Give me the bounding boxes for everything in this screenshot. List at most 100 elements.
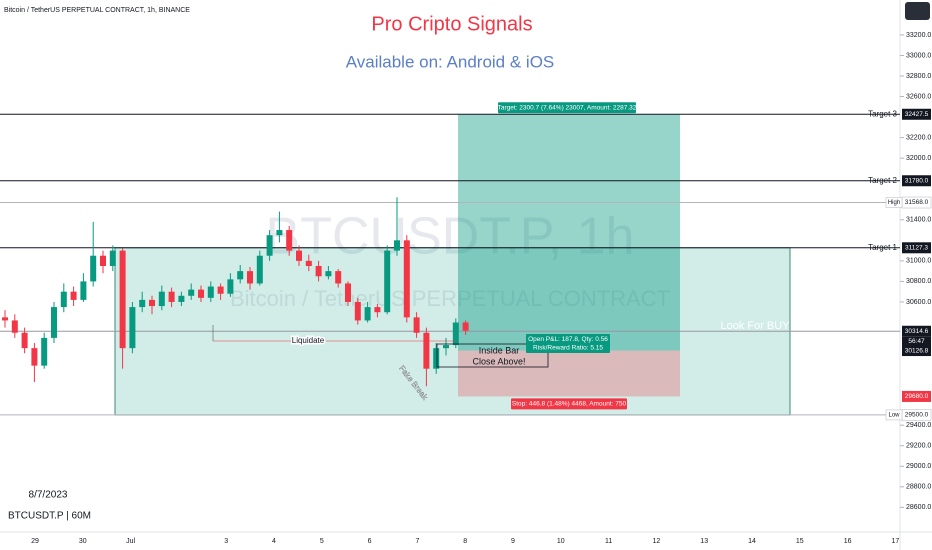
- candle-body: [286, 230, 293, 251]
- level-name-bg: [885, 197, 903, 208]
- pnl-label: Open P&L: 187.8, Qty: 0.56: [528, 336, 608, 343]
- y-tick-label: 28800.0: [906, 484, 931, 491]
- y-tick-label: 29400.0: [906, 422, 931, 429]
- candle-body: [354, 301, 361, 321]
- candle-body: [374, 307, 381, 313]
- candle-body: [2, 317, 8, 321]
- x-tick-label: 13: [700, 538, 708, 545]
- candle-body: [296, 250, 302, 261]
- candle-body: [149, 299, 155, 307]
- candle-body: [139, 299, 146, 308]
- y-tick-label: 31000.0: [906, 258, 931, 265]
- x-tick-label: 9: [511, 538, 515, 545]
- candle-body: [237, 271, 244, 280]
- x-tick-label: 4: [272, 538, 276, 545]
- price-label: 31568.0: [905, 199, 929, 206]
- candle-body: [11, 320, 18, 333]
- x-tick-label: Jul: [126, 538, 135, 545]
- candle-body: [443, 345, 449, 349]
- candle-body: [315, 266, 322, 277]
- candle-body: [247, 271, 253, 284]
- price-label: 31127.3: [905, 245, 928, 252]
- candle-body: [109, 250, 116, 266]
- candle-body: [158, 291, 165, 307]
- candle-body: [413, 317, 420, 333]
- target-label: Target: 2300.7 (7.64%) 23007, Amount: 22…: [498, 104, 637, 111]
- x-tick-label: 3: [224, 538, 228, 545]
- y-tick-label: 30600.0: [906, 299, 931, 306]
- candle-body: [198, 289, 204, 298]
- x-tick-label: 12: [653, 538, 661, 545]
- y-tick-label: 32600.0: [906, 93, 931, 100]
- y-tick-label: 28600.0: [906, 504, 931, 511]
- y-tick-label: 29200.0: [906, 443, 931, 450]
- x-tick-label: 6: [368, 538, 372, 545]
- candle-body: [345, 283, 351, 302]
- candle-body: [51, 307, 57, 338]
- level-name: Target 2: [868, 176, 897, 185]
- y-tick-label: 32200.0: [906, 134, 931, 141]
- y-tick-label: 30800.0: [906, 278, 931, 285]
- candle-body: [90, 255, 97, 282]
- x-tick-label: 11: [605, 538, 612, 545]
- level-name-bg: [885, 409, 903, 421]
- footer-date: 8/7/2023: [29, 490, 68, 501]
- candle-body: [325, 271, 332, 277]
- candle-body: [256, 255, 263, 284]
- candle-body: [452, 322, 459, 346]
- watermark: BTCUSDT.P, 1h: [266, 208, 635, 266]
- x-tick-label: 15: [796, 538, 804, 545]
- x-tick-label: 16: [844, 538, 852, 545]
- x-tick-label: 8: [463, 538, 467, 545]
- candle-body: [188, 289, 195, 296]
- price-label: 30314.6: [905, 328, 929, 335]
- candle-body: [433, 348, 440, 369]
- price-label: 32427.5: [905, 111, 929, 118]
- symbol-title: Bitcoin / TetherUS PERPETUAL CONTRACT, 1…: [4, 7, 190, 14]
- profit-zone: [458, 114, 680, 351]
- y-tick-label: 33000.0: [906, 52, 931, 59]
- candle-body: [31, 348, 38, 366]
- candle-body: [462, 322, 469, 331]
- x-tick-label: 30: [79, 538, 87, 545]
- x-tick-label: 17: [892, 538, 900, 545]
- price-label-bg: [902, 175, 931, 187]
- candle-body: [60, 291, 67, 308]
- price-label-bg: [902, 390, 931, 402]
- inside-bar-label: Inside Bar: [479, 345, 520, 355]
- price-label-bg: [902, 242, 931, 254]
- footer-symbol: BTCUSDT.P | 60M: [8, 511, 91, 522]
- stop-label: Stop: 446.8 (1.48%) 4468, Amount: 750: [512, 401, 627, 408]
- inside-bar-label: Close Above!: [472, 356, 525, 366]
- candle-body: [217, 286, 224, 294]
- candle-body: [335, 271, 342, 284]
- candle-body: [70, 291, 77, 300]
- candle-body: [80, 281, 87, 300]
- candle-body: [129, 307, 136, 349]
- level-name: Target 1: [868, 243, 897, 252]
- candle-body: [384, 250, 391, 313]
- level-name: Low: [888, 412, 900, 418]
- rr-label: Risk/Reward Ratio: 5.15: [533, 345, 603, 352]
- candle-body: [21, 332, 28, 349]
- target-label-bg: [498, 102, 636, 114]
- price-label-bg: [902, 325, 931, 337]
- level-name: Target 3: [868, 109, 897, 118]
- candle-body: [276, 230, 283, 236]
- x-tick-label: 10: [557, 538, 565, 545]
- price-label: 29680.0: [905, 393, 929, 400]
- candle-body: [178, 295, 185, 302]
- y-tick-label: 32000.0: [906, 155, 931, 162]
- y-tick-label: 32800.0: [906, 73, 931, 80]
- price-label: 30126.8: [905, 347, 929, 354]
- x-tick-label: 7: [415, 538, 419, 545]
- inside-bar-box: [436, 343, 549, 368]
- level-name: High: [888, 200, 900, 206]
- candle-body: [119, 250, 126, 349]
- candle-body: [305, 260, 312, 266]
- menu-button[interactable]: [905, 2, 930, 20]
- x-tick-label: 14: [748, 538, 756, 545]
- title: Pro Cripto Signals: [371, 13, 532, 35]
- candle-body: [364, 307, 371, 321]
